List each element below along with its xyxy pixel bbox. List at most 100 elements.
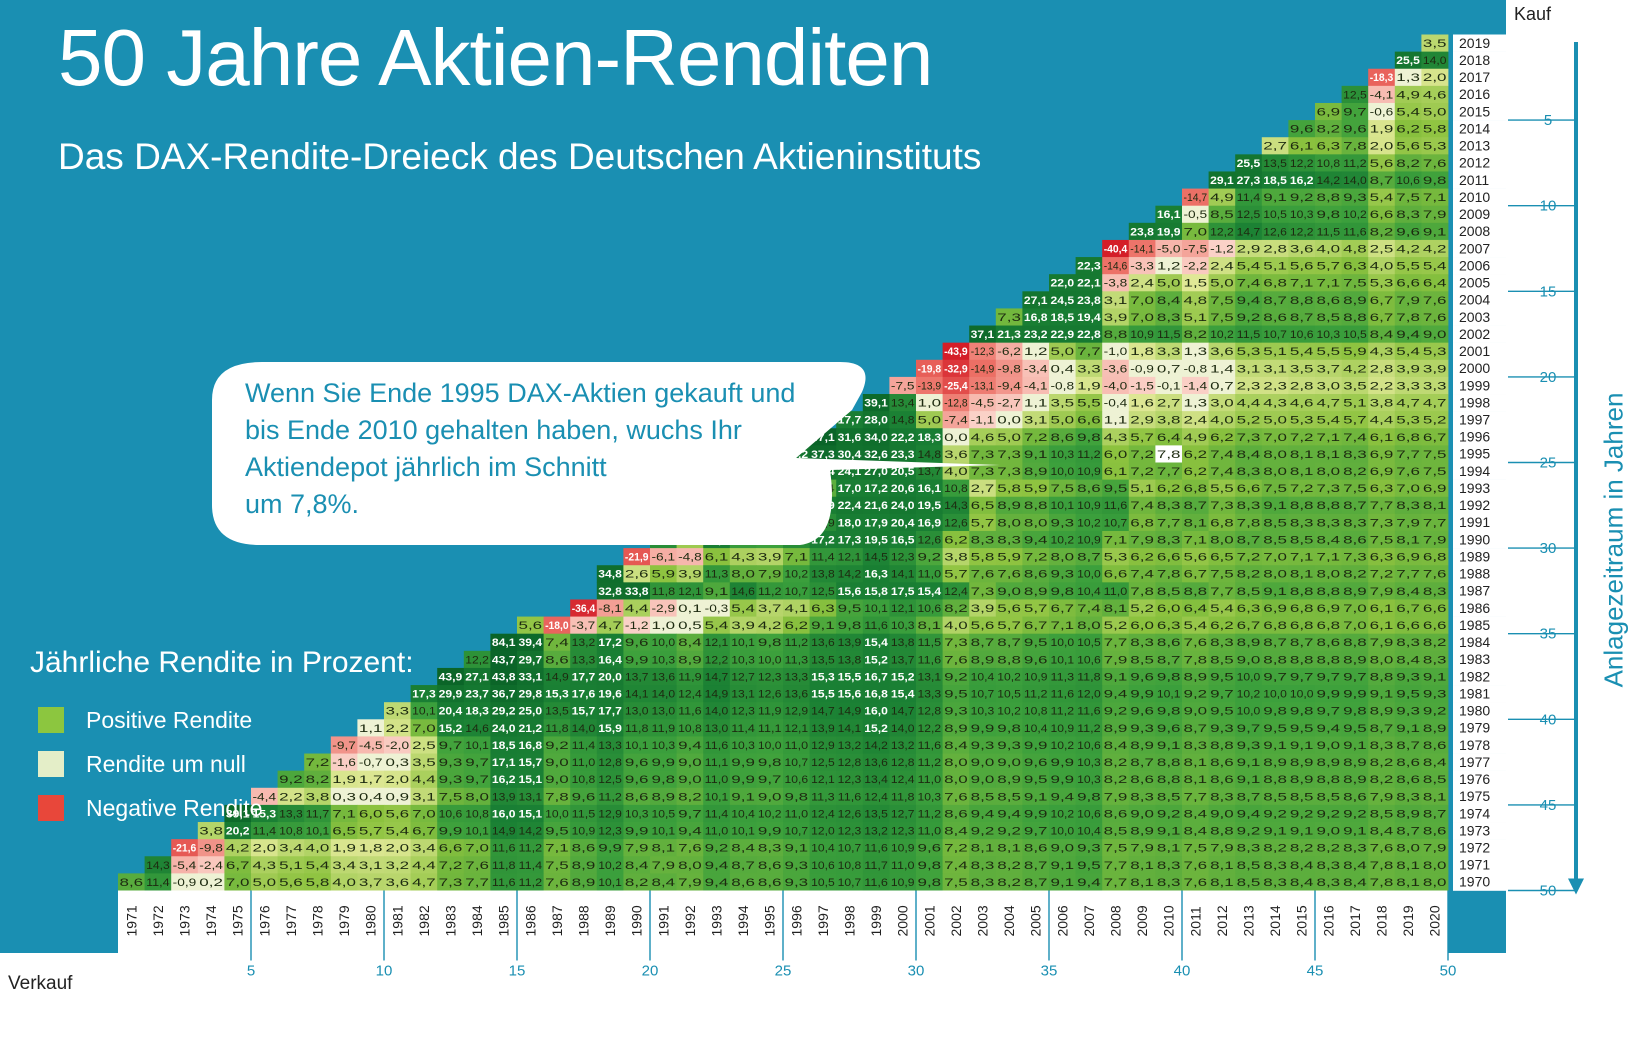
heatmap-cell-label: 15,2 — [891, 671, 915, 683]
sell-year-label: 2005 — [1028, 905, 1044, 936]
heatmap-cell — [1075, 445, 1103, 463]
heatmap-cell-label: 11,6 — [1104, 500, 1128, 512]
heatmap-cell-label: 11,2 — [1343, 158, 1367, 170]
heatmap-cell-label: 9,7 — [1210, 689, 1234, 701]
period-tick-label: 40 — [1540, 711, 1557, 728]
heatmap-cell-label: 8,5 — [1104, 826, 1128, 838]
heatmap-cell-label: 33,1 — [519, 671, 543, 683]
heatmap-cell-label: 9,0 — [1423, 329, 1447, 341]
page-title: 50 Jahre Aktien-Renditen — [58, 13, 933, 102]
heatmap-cell-label: 10,1 — [1051, 654, 1075, 666]
heatmap-cell-label: 27,1 — [1024, 295, 1048, 307]
heatmap-cell-label: 17,5 — [891, 586, 915, 598]
heatmap-cell-label: 3,4 — [332, 860, 356, 872]
heatmap-cell — [995, 376, 1023, 395]
heatmap-cell-label: 9,9 — [1343, 689, 1367, 701]
heatmap-cell-label: 6,8 — [1263, 278, 1287, 290]
heatmap-cell-label: 7,1 — [1290, 552, 1314, 564]
heatmap-cell-label: 8,5 — [1290, 791, 1314, 803]
heatmap-cell — [1421, 342, 1449, 361]
heatmap-cell-label: 5,7 — [1024, 603, 1048, 615]
heatmap-cell-label: 8,8 — [1290, 295, 1314, 307]
heatmap-cell-label: 10,5 — [1343, 329, 1367, 341]
heatmap-cell — [942, 394, 970, 412]
heatmap-cell-label: 5,0 — [1051, 346, 1075, 358]
heatmap-cell — [1288, 428, 1316, 446]
heatmap-cell-label: -36,4 — [572, 603, 596, 615]
heatmap-cell-label: 6,6 — [1104, 569, 1128, 581]
heatmap-cell-label: 8,6 — [1423, 826, 1447, 838]
heatmap-cell-label: 12,4 — [678, 689, 702, 701]
heatmap-cell-label: 6,4 — [1184, 603, 1208, 615]
heatmap-cell — [1102, 359, 1130, 378]
heatmap-cell-label: 2,4 — [1184, 415, 1208, 427]
heatmap-cell-label: 10,9 — [572, 826, 596, 838]
heatmap-cell-label: 8,7 — [1024, 860, 1048, 872]
heatmap-cell-label: 5,3 — [1237, 346, 1261, 358]
heatmap-cell-label: 7,2 — [944, 843, 968, 855]
heatmap-cell-label: 8,1 — [1184, 774, 1208, 786]
heatmap-cell — [916, 376, 943, 395]
heatmap-cell-label: 12,3 — [891, 826, 915, 838]
heatmap-cell-label: 10,7 — [838, 843, 862, 855]
heatmap-cell-label: 6,3 — [1370, 552, 1394, 564]
sell-year-label: 2014 — [1267, 905, 1283, 936]
heatmap-cell-label: 8,1 — [1290, 466, 1314, 478]
heatmap-cell — [1049, 411, 1076, 429]
heatmap-cell — [1235, 462, 1263, 481]
heatmap-cell-label: 7,9 — [1130, 534, 1154, 546]
heatmap-cell-label: 7,7 — [1104, 860, 1128, 872]
heatmap-cell-label: 7,1 — [1317, 432, 1341, 444]
heatmap-cell — [1315, 137, 1342, 155]
heatmap-cell-label: 14,0 — [652, 689, 676, 701]
buy-year-label: 1985 — [1459, 617, 1490, 633]
buy-year-label: 1977 — [1459, 754, 1490, 770]
heatmap-cell-label: 6,3 — [811, 603, 835, 615]
heatmap-cell-label: 7,0 — [412, 808, 436, 820]
heatmap-cell-label: 15,6 — [838, 689, 862, 701]
heatmap-cell-label: 10,1 — [652, 826, 676, 838]
heatmap-cell-label: 3,1 — [1104, 295, 1128, 307]
callout-text: Wenn Sie Ende 1995 DAX-Aktien gekauft un… — [245, 375, 845, 523]
heatmap-cell-label: 7,0 — [1343, 620, 1367, 632]
heatmap-cell-label: 6,0 — [1157, 603, 1181, 615]
heatmap-cell-label: -0,8 — [1184, 363, 1208, 375]
heatmap-cell-label: 8,0 — [1263, 466, 1287, 478]
heatmap-cell-label: 7,5 — [1210, 569, 1234, 581]
heatmap-cell-label: 8,0 — [1317, 466, 1341, 478]
heatmap-cell-label: 3,0 — [1317, 380, 1341, 392]
heatmap-cell-label: 4,7 — [1423, 398, 1447, 410]
heatmap-cell-label: 5,8 — [971, 552, 995, 564]
heatmap-cell-label: 16,5 — [891, 534, 915, 546]
heatmap-cell-label: 9,6 — [918, 843, 942, 855]
heatmap-cell — [1394, 376, 1422, 395]
heatmap-cell — [1235, 428, 1263, 446]
heatmap-cell-label: 39,1 — [864, 398, 888, 410]
heatmap-cell-label: 8,0 — [1423, 860, 1447, 872]
heatmap-cell — [1315, 120, 1342, 138]
heatmap-cell-label: 5,7 — [944, 569, 968, 581]
heatmap-cell-label: 9,2 — [1157, 808, 1181, 820]
heatmap-cell — [1049, 274, 1076, 292]
heatmap-cell — [1261, 274, 1289, 292]
heatmap-cell-label: 43,8 — [492, 671, 516, 683]
heatmap-cell-label: 10,3 — [652, 654, 676, 666]
heatmap-cell-label: 11,6 — [838, 791, 862, 803]
heatmap-cell-label: 14,7 — [705, 671, 729, 683]
heatmap-cell-label: 9,3 — [785, 877, 809, 889]
heatmap-cell-label: 8,3 — [1210, 791, 1234, 803]
heatmap-cell-label: 84,1 — [492, 637, 516, 649]
heatmap-cell-label: -3,3 — [1130, 261, 1154, 273]
heatmap-cell-label: 9,6 — [1396, 226, 1420, 238]
heatmap-cell-label: 6,3 — [1370, 483, 1394, 495]
heatmap-cell-label: 6,4 — [1423, 278, 1447, 290]
heatmap-cell-label: 7,3 — [971, 586, 995, 598]
heatmap-cell-label: 7,7 — [1104, 637, 1128, 649]
heatmap-cell — [1394, 325, 1422, 344]
heatmap-cell-label: 3,9 — [731, 620, 755, 632]
heatmap-cell — [1155, 222, 1183, 241]
buy-year-label: 1976 — [1459, 771, 1490, 787]
heatmap-cell-label: 10,5 — [1263, 209, 1287, 221]
heatmap-cell-label: 5,0 — [1423, 106, 1447, 118]
heatmap-cell-label: 8,6 — [1210, 757, 1234, 769]
